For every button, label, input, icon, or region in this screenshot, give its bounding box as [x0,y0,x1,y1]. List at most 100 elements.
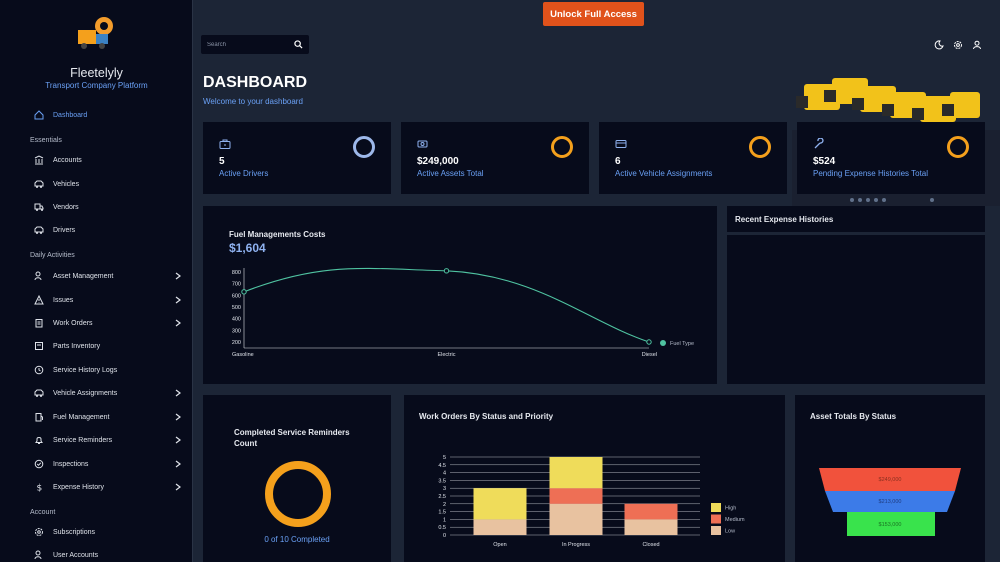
sidebar-item-issues[interactable]: Issues [33,292,183,308]
fuel-icon [33,411,45,423]
nav-section-daily-activities: Daily Activities [30,252,75,259]
sidebar-item-label: Service History Logs [53,366,118,374]
recent-expenses-header: Recent Expense Histories [727,206,985,232]
dark-mode-icon[interactable] [934,40,944,50]
sidebar-item-label: User Accounts [53,551,99,559]
sidebar-item-vendors[interactable]: Vendors [33,199,183,215]
search-icon[interactable] [294,40,303,49]
work-orders-bar-chart: 5 4.5 43.5 3 2.5 2 1.51 0.5 0 Open In Progress Clos… [438,455,745,548]
y-tick-label: 1 [443,517,446,523]
sidebar-item-service-reminders[interactable]: Service Reminders [33,432,183,448]
nav-section-account: Account [30,509,56,516]
y-tick-label: 5 [443,455,446,461]
steering-icon [33,224,45,236]
asset-funnel-chart: $249,000 $213,000 $153,000 [819,468,961,536]
clipboard-icon [33,317,45,329]
y-tick-label: 3 [443,486,446,492]
fuel-costs-panel: Fuel Managements Costs $1,604 800 700 600 5… [203,206,717,384]
logo-icon [78,17,113,49]
bar-segment-low [473,519,527,535]
stat-progress-ring [551,136,573,158]
stat-value: 6 [615,156,621,167]
y-tick-label: 4 [443,471,446,477]
car-icon [33,178,45,190]
bar-segment-medium [624,503,678,520]
fuel-chart-title: Fuel Managements Costs [229,230,326,239]
recent-expenses-list [727,235,985,384]
x-tick-label: Gasoline [232,352,254,358]
sidebar-item-label: Vehicle Assignments [53,389,118,397]
page-subtitle: Welcome to your dashboard [203,97,303,106]
fuel-data-point [241,289,247,295]
sidebar-item-work-orders[interactable]: Work Orders [33,315,183,331]
stat-progress-ring [353,136,375,158]
funnel-label-top: $249,000 [879,477,902,483]
bar-segment-high [549,457,603,489]
legend-swatch [711,503,721,512]
y-tick-label: 2.5 [438,494,446,500]
legend-swatch [660,340,666,346]
home-icon [33,109,45,121]
chevron-right-icon [175,319,181,327]
fuel-series-line [243,267,650,343]
reminders-status: 0 of 10 Completed [264,535,330,544]
stat-progress-ring [947,136,969,158]
sidebar-item-parts-inventory[interactable]: Parts Inventory [33,338,183,354]
sidebar: Fleetelyly Transport Company Platform Da… [0,0,193,562]
sidebar-item-label: Accounts [53,156,82,164]
sidebar-item-dashboard[interactable]: Dashboard [33,107,183,123]
x-tick-label: Closed [642,542,659,548]
sidebar-item-service-history-logs[interactable]: Service History Logs [33,362,183,378]
asset-totals-panel: Asset Totals By Status $249,000 $213,000… [795,395,985,562]
y-tick-label: 3.5 [438,478,446,484]
sidebar-item-label: Work Orders [53,319,93,327]
sidebar-item-drivers[interactable]: Drivers [33,222,183,238]
service-reminders-panel: Completed Service Reminders Count 0 of 1… [203,395,391,562]
bar-segment-medium [549,488,603,504]
sidebar-item-vehicles[interactable]: Vehicles [33,176,183,192]
stat-label: Active Assets Total [417,169,484,178]
chevron-right-icon [175,413,181,421]
brand-name: Fleetelyly [70,66,123,80]
chevron-right-icon [175,272,181,280]
sidebar-item-accounts[interactable]: Accounts [33,152,183,168]
sidebar-item-fuel-management[interactable]: Fuel Management [33,409,183,425]
user-icon[interactable] [972,40,982,50]
svg-text:$: $ [37,484,43,493]
fuel-data-point [646,339,652,345]
stat-value: $249,000 [417,156,459,167]
y-tick-label: 200 [232,340,241,346]
sidebar-item-inspections[interactable]: Inspections [33,456,183,472]
bar-segment-high [473,488,527,520]
settings-gear-icon[interactable] [953,40,963,50]
stat-value: $524 [813,156,836,167]
legend-swatch [711,514,721,524]
sidebar-item-expense-history[interactable]: $ Expense History [33,479,183,495]
bar-segment-low [549,503,603,535]
fuel-data-point [443,268,450,274]
x-tick-label: Open [493,542,506,548]
stat-label: Pending Expense Histories Total [813,169,929,178]
sidebar-item-asset-management[interactable]: Asset Management [33,268,183,284]
search-input[interactable] [207,38,287,51]
stat-label: Active Vehicle Assignments [615,169,713,178]
sidebar-item-vehicle-assignments[interactable]: Vehicle Assignments [33,385,183,401]
work-orders-panel: Work Orders By Status and Priority 5 4.5 4… [404,395,785,562]
gear-icon [33,526,45,538]
sidebar-item-subscriptions[interactable]: Subscriptions [33,524,183,540]
stat-card-active-assets: $249,000 Active Assets Total [401,122,589,194]
history-icon [33,364,45,376]
chevron-right-icon [175,460,181,468]
bell-icon [33,434,45,446]
unlock-full-access-button[interactable]: Unlock Full Access [543,2,644,26]
y-tick-label: 800 [232,270,241,276]
sidebar-item-label: Vehicles [53,180,80,188]
car-icon [33,387,45,399]
y-tick-label: 4.5 [438,463,446,469]
sidebar-item-user-accounts[interactable]: User Accounts [33,547,183,562]
bank-icon [33,154,45,166]
stat-progress-ring [749,136,771,158]
y-tick-label: 0.5 [438,525,446,531]
chevron-right-icon [175,296,181,304]
chevron-right-icon [175,436,181,444]
